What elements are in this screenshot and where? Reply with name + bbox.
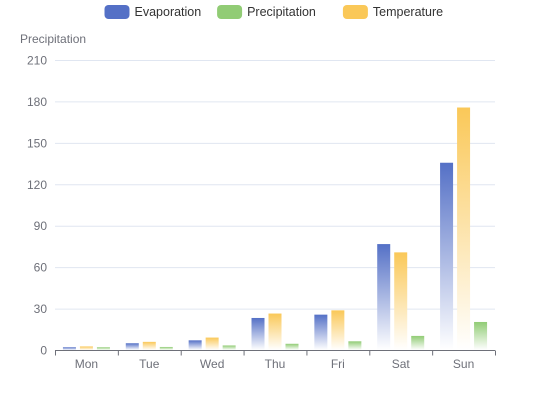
y-tick-label-150: 150 [27, 136, 47, 150]
y-tick-label-60: 60 [34, 261, 48, 275]
legend-swatch-evaporation [104, 5, 130, 19]
y-tick-label-210: 210 [27, 54, 47, 68]
legend-swatch-temperature [342, 5, 368, 19]
bar-evaporation-sun[interactable] [440, 162, 454, 350]
y-tick-label-90: 90 [34, 219, 48, 233]
x-tick-label-wed: Wed [200, 357, 224, 371]
bar-evaporation-wed[interactable] [188, 340, 202, 350]
bar-precipitation-sun[interactable] [474, 321, 488, 350]
bar-temperature-sat[interactable] [394, 252, 408, 350]
grid-lines [55, 60, 495, 310]
legend-label-evaporation: Evaporation [135, 5, 202, 19]
legend-item-temperature[interactable]: Temperature [342, 5, 443, 19]
bar-evaporation-fri[interactable] [314, 314, 328, 350]
legend-label-temperature: Temperature [373, 5, 443, 19]
bar-temperature-tue[interactable] [142, 341, 156, 350]
x-tick-label-fri: Fri [331, 357, 345, 371]
bar-precipitation-sat[interactable] [411, 335, 425, 350]
bar-precipitation-tue[interactable] [159, 346, 173, 350]
legend-item-precipitation[interactable]: Precipitation [217, 5, 316, 19]
bar-evaporation-tue[interactable] [125, 343, 139, 350]
bar-precipitation-fri[interactable] [348, 341, 362, 350]
y-axis: 0 30 60 90 120 150 180 210 [27, 54, 47, 358]
y-axis-title: Precipitation [20, 32, 86, 46]
bar-temperature-wed[interactable] [205, 337, 219, 350]
y-tick-label-180: 180 [27, 95, 47, 109]
bar-evaporation-mon[interactable] [62, 347, 76, 350]
x-tick-label-mon: Mon [75, 357, 98, 371]
legend-swatch-precipitation [217, 5, 243, 19]
bar-temperature-fri[interactable] [331, 310, 345, 350]
bars [62, 107, 488, 350]
bar-temperature-mon[interactable] [79, 346, 93, 350]
x-axis: Mon Tue Wed Thu Fri Sat Sun [55, 350, 496, 371]
bar-evaporation-sat[interactable] [377, 244, 391, 350]
bar-temperature-thu[interactable] [268, 313, 282, 350]
x-tick-label-tue: Tue [139, 357, 160, 371]
y-tick-label-120: 120 [27, 178, 47, 192]
legend-label-precipitation: Precipitation [247, 5, 316, 19]
x-tick-label-sun: Sun [453, 357, 474, 371]
bar-precipitation-wed[interactable] [222, 345, 236, 350]
y-tick-label-30: 30 [34, 302, 48, 316]
bar-temperature-sun[interactable] [457, 107, 471, 350]
x-tick-label-thu: Thu [265, 357, 286, 371]
y-tick-label-0: 0 [40, 344, 47, 358]
bar-evaporation-thu[interactable] [251, 317, 265, 350]
legend: Evaporation Precipitation Temperature [104, 5, 443, 19]
x-tick-label-sat: Sat [392, 357, 411, 371]
bar-precipitation-thu[interactable] [285, 343, 299, 350]
bar-precipitation-mon[interactable] [96, 347, 110, 350]
legend-item-evaporation[interactable]: Evaporation [104, 5, 202, 19]
